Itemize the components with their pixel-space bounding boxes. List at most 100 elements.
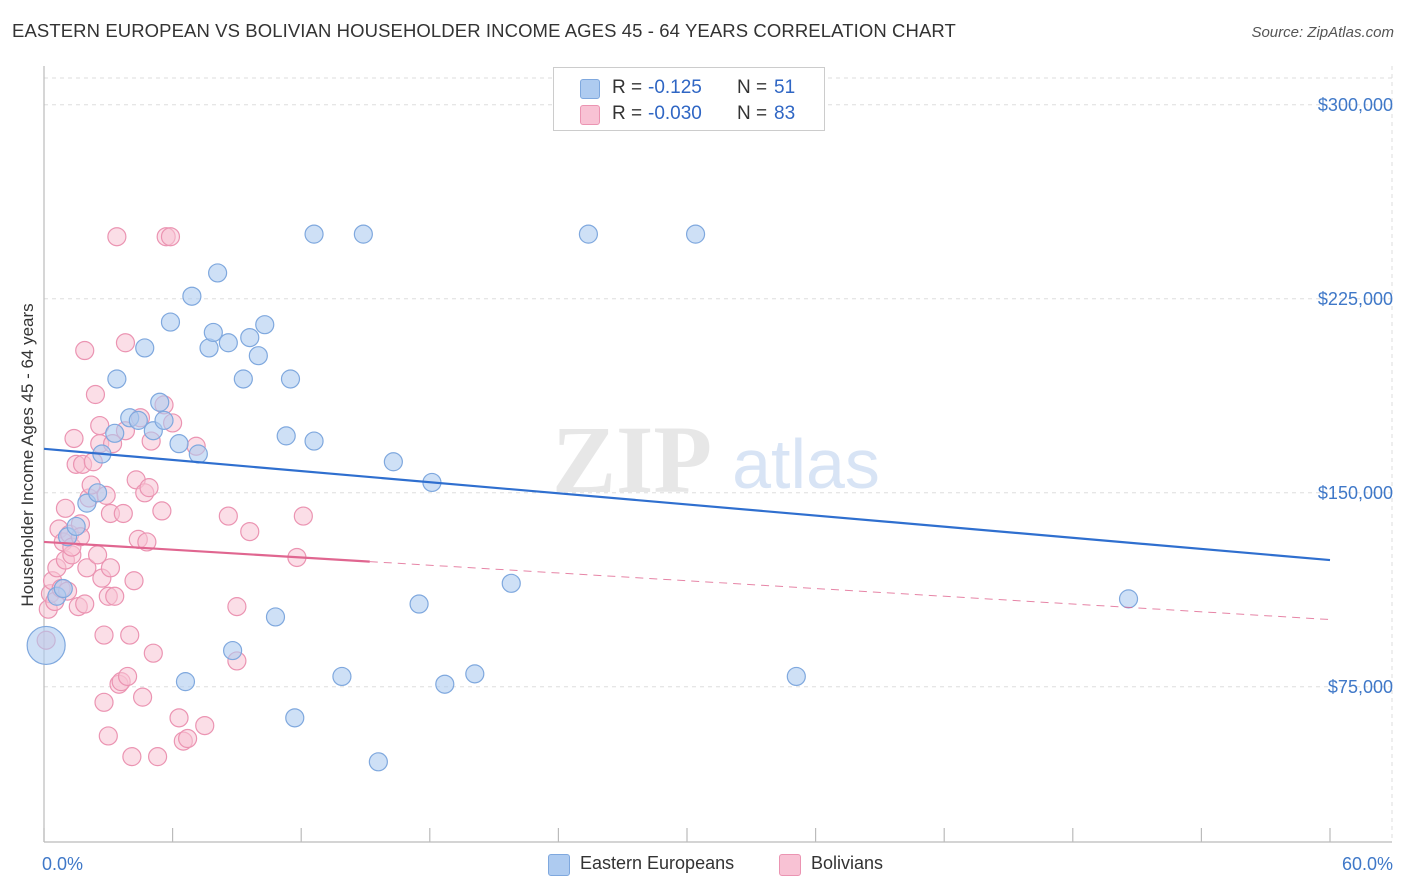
- eastern-point: [182, 286, 202, 306]
- eastern-point: [107, 369, 127, 389]
- axes: [43, 66, 1392, 843]
- y-tick-label: $150,000: [1318, 483, 1393, 503]
- eastern-point: [265, 607, 286, 627]
- n-value: 51: [774, 77, 796, 98]
- bolivian-point: [94, 692, 114, 712]
- eastern-point: [685, 224, 706, 244]
- x-tick-label-max: 60.0%: [1342, 854, 1393, 874]
- legend-label: Bolivians: [811, 853, 884, 873]
- y-tick-label: $225,000: [1318, 289, 1393, 309]
- eastern-legend-swatch: [548, 854, 570, 876]
- bolivian-point: [107, 227, 127, 247]
- eastern-point: [1118, 589, 1139, 609]
- bolivian-point: [64, 428, 84, 449]
- eastern-point: [105, 423, 125, 443]
- bolivian-swatch: [580, 105, 600, 125]
- eastern-point: [304, 224, 324, 244]
- bolivian-point: [100, 558, 121, 578]
- bolivian-point: [75, 594, 95, 614]
- eastern-point: [223, 640, 243, 661]
- chart-title: EASTERN EUROPEAN VS BOLIVIAN HOUSEHOLDER…: [12, 20, 956, 41]
- source-label: Source: ZipAtlas.com: [1251, 24, 1394, 41]
- n-label: N =: [737, 77, 768, 98]
- eastern-point: [169, 434, 189, 454]
- bolivian-point: [147, 747, 168, 767]
- legend-label: Eastern Europeans: [580, 853, 735, 873]
- bolivian-point: [227, 597, 247, 617]
- eastern-point: [26, 625, 66, 666]
- bolivian-point: [240, 521, 260, 542]
- bolivian-point: [105, 586, 125, 606]
- eastern-point: [353, 224, 373, 244]
- bolivian-point: [178, 728, 198, 749]
- bolivian-point: [218, 506, 238, 526]
- stats-row-eastern: R = -0.125 N = 51: [554, 76, 824, 102]
- tick-labels: $75,000 $150,000 $225,000 $300,000 0.0% 60.0%: [42, 95, 1393, 874]
- bolivian-point: [115, 333, 136, 353]
- eastern-point: [465, 664, 485, 684]
- eastern-point: [383, 452, 403, 472]
- eastern-swatch: [580, 79, 600, 99]
- r-label: R =: [612, 103, 643, 124]
- eastern-points: [26, 224, 1139, 772]
- bolivian-point: [113, 503, 133, 524]
- bolivian-point: [77, 558, 97, 578]
- bolivian-point: [94, 625, 114, 645]
- bolivian-point: [293, 506, 313, 526]
- eastern-point: [285, 708, 305, 728]
- eastern-point: [435, 674, 455, 694]
- eastern-point: [276, 426, 296, 446]
- bolivian-point: [55, 498, 76, 518]
- eastern-point: [233, 369, 253, 389]
- bolivian-point: [132, 687, 153, 707]
- bolivian-point: [98, 726, 118, 746]
- watermark-atlas: atlas: [732, 425, 880, 503]
- r-value: -0.125: [648, 77, 702, 98]
- eastern-point: [304, 431, 324, 451]
- correlation-stats-box: R = -0.125 N = 51 R = -0.030 N = 83: [553, 67, 825, 131]
- bolivian-point: [122, 747, 142, 767]
- bolivian-point: [124, 571, 144, 591]
- bolivian-point: [195, 715, 215, 736]
- eastern-point: [188, 444, 208, 464]
- trend-lines: [43, 447, 1331, 621]
- eastern-point: [240, 328, 260, 348]
- y-tick-label: $75,000: [1328, 677, 1393, 697]
- eastern-point: [578, 224, 599, 244]
- eastern-point: [255, 315, 275, 335]
- eastern-trend-line: [43, 447, 1331, 562]
- eastern-point: [208, 263, 228, 283]
- stats-row-bolivian: R = -0.030 N = 83: [554, 102, 824, 128]
- n-value: 83: [774, 103, 796, 124]
- bolivian-point: [120, 625, 140, 645]
- bolivian-trend-extension: [369, 561, 1331, 621]
- r-value: -0.030: [648, 103, 702, 124]
- bolivian-point: [137, 532, 157, 552]
- bolivian-point: [160, 227, 181, 247]
- bolivian-point: [117, 666, 138, 687]
- bolivian-point: [143, 643, 163, 663]
- eastern-point: [175, 672, 196, 692]
- watermark-zip: ZIP: [552, 406, 712, 513]
- n-label: N =: [737, 103, 768, 124]
- eastern-point: [786, 666, 806, 687]
- eastern-point: [248, 346, 268, 366]
- eastern-point: [154, 410, 174, 430]
- eastern-point: [218, 333, 238, 353]
- eastern-point: [501, 573, 521, 593]
- eastern-point: [368, 752, 388, 772]
- bolivian-point: [85, 384, 106, 405]
- y-axis-label: Householder Income Ages 45 - 64 years: [18, 303, 37, 607]
- bolivian-point: [139, 478, 159, 498]
- bolivian-point: [90, 415, 110, 436]
- eastern-point: [128, 410, 148, 430]
- bolivian-trend-line: [43, 540, 370, 563]
- bolivian-point: [75, 340, 95, 361]
- legend: Eastern Europeans Bolivians: [0, 852, 1406, 876]
- eastern-point: [66, 516, 86, 537]
- eastern-point: [135, 338, 155, 358]
- eastern-point: [160, 312, 181, 332]
- x-tick-label-min: 0.0%: [42, 854, 83, 874]
- grid-lines: [44, 66, 1393, 842]
